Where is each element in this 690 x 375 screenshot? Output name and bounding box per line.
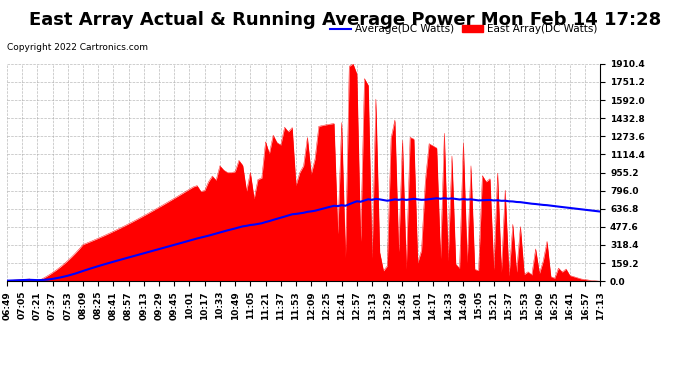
Text: East Array Actual & Running Average Power Mon Feb 14 17:28: East Array Actual & Running Average Powe… [29,11,661,29]
Legend: Average(DC Watts), East Array(DC Watts): Average(DC Watts), East Array(DC Watts) [326,20,602,39]
Text: Copyright 2022 Cartronics.com: Copyright 2022 Cartronics.com [7,43,148,52]
